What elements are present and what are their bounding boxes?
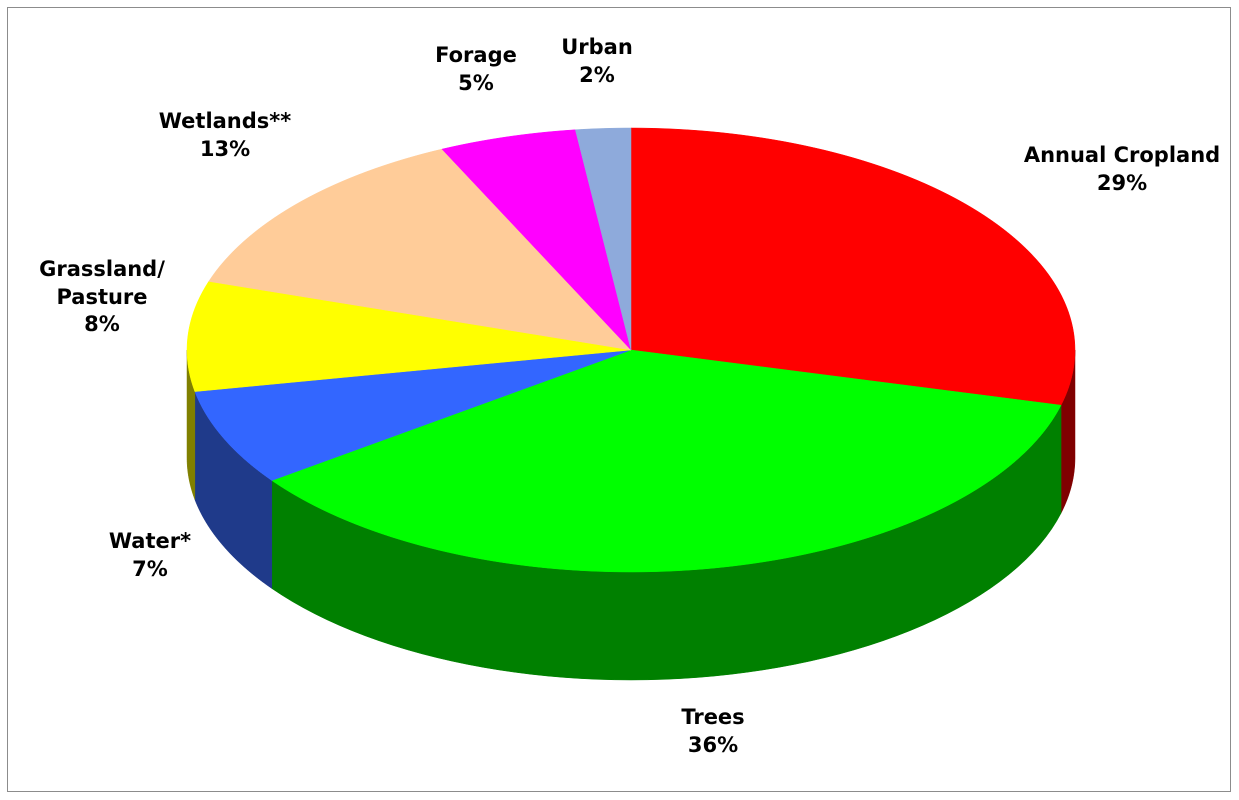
label-forage-value: 5%: [435, 70, 517, 98]
label-trees: Trees 36%: [681, 704, 744, 759]
label-trees-value: 36%: [681, 732, 744, 760]
label-forage-name: Forage: [435, 42, 517, 70]
label-water-value: 7%: [109, 556, 191, 584]
label-annual-cropland-value: 29%: [1024, 170, 1220, 198]
label-urban-value: 2%: [561, 62, 633, 90]
label-grassland-value: 8%: [39, 311, 165, 339]
label-wetlands-value: 13%: [159, 136, 292, 164]
label-trees-name: Trees: [681, 704, 744, 732]
label-annual-cropland-name: Annual Cropland: [1024, 142, 1220, 170]
label-grassland-line1: Grassland/: [39, 256, 165, 284]
label-wetlands: Wetlands** 13%: [159, 108, 292, 163]
pie-top-faces: [187, 128, 1075, 572]
label-water-name: Water*: [109, 528, 191, 556]
label-water: Water* 7%: [109, 528, 191, 583]
label-urban-name: Urban: [561, 34, 633, 62]
label-forage: Forage 5%: [435, 42, 517, 97]
label-wetlands-name: Wetlands**: [159, 108, 292, 136]
label-annual-cropland: Annual Cropland 29%: [1024, 142, 1220, 197]
label-urban: Urban 2%: [561, 34, 633, 89]
label-grassland-pasture: Grassland/ Pasture 8%: [39, 256, 165, 339]
label-grassland-line2: Pasture: [39, 284, 165, 312]
